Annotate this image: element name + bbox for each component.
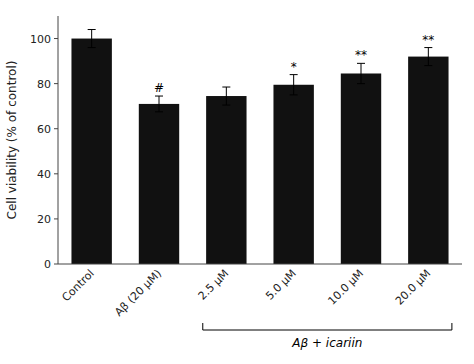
chart: 0 20 40 60 80 100 Cell viability (% of control… (0, 0, 474, 364)
significance-label: # (154, 81, 164, 95)
y-tick-label: 100 (30, 33, 51, 46)
error-cap (222, 87, 230, 88)
x-tick-label: 10.0 μM (325, 267, 366, 308)
error-cap (424, 47, 432, 48)
bar (408, 57, 448, 264)
y-tick-label: 60 (37, 123, 51, 136)
error-cap (357, 63, 365, 64)
y-tick (54, 38, 58, 39)
error-cap (290, 74, 298, 75)
bracket-end (451, 323, 452, 330)
bar (139, 104, 179, 264)
y-tick-label: 80 (37, 78, 51, 91)
bar (71, 39, 111, 264)
error-line (428, 48, 429, 66)
error-cap (88, 29, 96, 30)
y-tick (54, 173, 58, 174)
error-cap (155, 111, 163, 112)
error-bar (222, 87, 230, 105)
x-axis-line (58, 264, 462, 265)
error-line (293, 75, 294, 95)
error-bar (290, 75, 298, 95)
y-tick (54, 218, 58, 219)
y-tick (54, 83, 58, 84)
error-cap (155, 96, 163, 97)
bracket-line (203, 330, 452, 331)
bar (341, 73, 381, 264)
error-cap (424, 65, 432, 66)
error-bar (88, 30, 96, 48)
error-line (361, 63, 362, 83)
y-axis-label: Cell viability (% of control) (5, 61, 19, 220)
error-cap (290, 94, 298, 95)
x-tick-label: Control (59, 267, 96, 304)
y-tick-label: 40 (37, 168, 51, 181)
significance-label: ** (355, 48, 367, 62)
significance-label: ** (422, 33, 434, 47)
bracket-label: Aβ + icariin (291, 336, 362, 350)
error-cap (222, 105, 230, 106)
error-cap (357, 83, 365, 84)
x-tick-label: 2.5 μM (196, 267, 232, 303)
bar (273, 85, 313, 264)
bracket-end (202, 323, 203, 330)
error-bar (155, 96, 163, 112)
error-bars (88, 30, 433, 112)
y-tick-label: 20 (37, 213, 51, 226)
bracket: Aβ + icariin (203, 323, 452, 350)
y-tick (54, 128, 58, 129)
y-axis-line (58, 16, 59, 264)
error-line (91, 30, 92, 48)
error-bar (357, 63, 365, 83)
x-tick-label: 20.0 μM (393, 267, 434, 308)
error-cap (88, 47, 96, 48)
significance-label: * (291, 60, 297, 74)
error-line (226, 87, 227, 105)
y-axis: 0 20 40 60 80 100 (30, 16, 58, 271)
y-tick (54, 264, 58, 265)
y-tick-label: 0 (44, 258, 51, 271)
x-tick-label: 5.0 μM (263, 267, 299, 303)
error-line (159, 96, 160, 112)
bar (206, 96, 246, 264)
x-tick-label: Aβ (20 μM) (112, 267, 164, 319)
error-bar (424, 48, 432, 66)
bars (71, 39, 448, 264)
